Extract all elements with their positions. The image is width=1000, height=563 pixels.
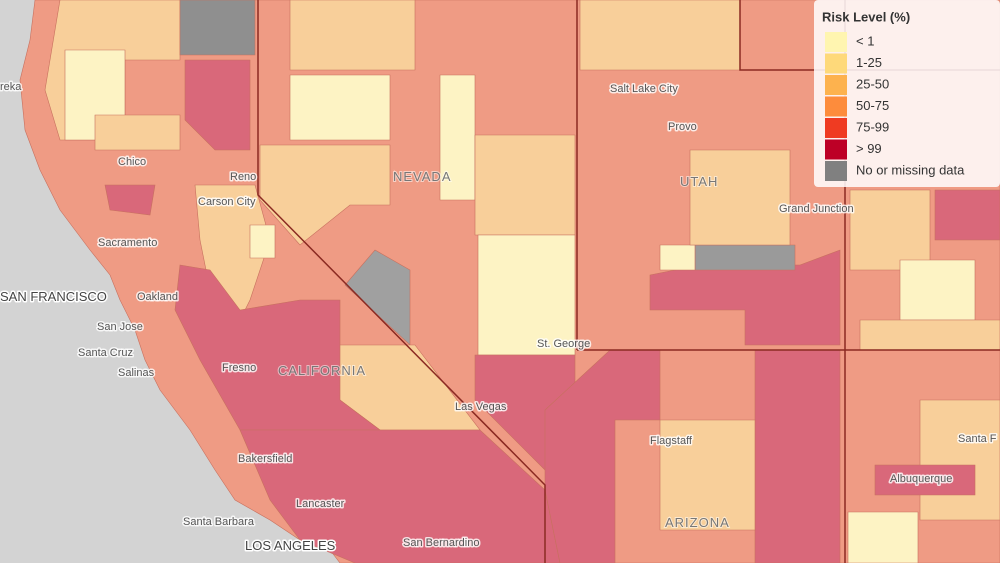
legend-label: > 99: [856, 141, 882, 156]
county: [289, 74, 391, 141]
place-label: Las Vegas: [455, 401, 507, 413]
county: [344, 249, 411, 346]
place-label: Reno: [230, 171, 256, 183]
state-label: UTAH: [680, 174, 718, 189]
legend-label: 75-99: [856, 119, 889, 134]
place-label: Albuquerque: [890, 473, 952, 485]
place-label: Santa Barbara: [183, 516, 255, 528]
legend-label: 1-25: [856, 55, 882, 70]
county: [847, 511, 919, 563]
state-label: NEVADA: [393, 169, 452, 184]
county: [179, 0, 256, 56]
place-label: San Bernardino: [403, 537, 479, 549]
county: [874, 464, 976, 496]
place-label: Flagstaff: [650, 435, 693, 447]
counties: [19, 0, 1000, 563]
place-label: Santa F: [958, 433, 997, 445]
place-label: Salt Lake City: [610, 83, 678, 95]
place-label: San Jose: [97, 321, 143, 333]
legend-swatch: [825, 118, 847, 138]
legend-label: 25-50: [856, 76, 889, 91]
county: [754, 349, 841, 563]
place-labels: reka Chico Reno Carson City Sacramento S…: [0, 80, 998, 555]
place-label: Bakersfield: [238, 453, 292, 465]
legend-swatch: [825, 75, 847, 95]
place-label: Oakland: [137, 291, 178, 303]
legend-label: < 1: [856, 33, 874, 48]
county: [184, 59, 251, 151]
county: [579, 0, 741, 71]
county: [174, 264, 381, 431]
legend-swatch: [825, 32, 847, 52]
county: [899, 259, 976, 321]
state-label: ARIZONA: [665, 515, 730, 530]
legend-swatch: [825, 96, 847, 117]
county: [474, 134, 576, 236]
county: [859, 319, 1000, 351]
place-label: LOS ANGELES: [245, 538, 336, 553]
county: [659, 244, 696, 271]
county: [919, 399, 1000, 521]
place-label: Carson City: [198, 196, 256, 208]
place-label: Salinas: [118, 367, 155, 379]
place-label: Grand Junction: [779, 203, 854, 215]
county: [94, 114, 181, 151]
place-label: Provo: [668, 121, 697, 133]
county: [239, 429, 561, 563]
legend-swatch: [825, 161, 847, 181]
legend-title: Risk Level (%): [822, 9, 910, 24]
legend-label: 50-75: [856, 98, 889, 113]
place-label: Fresno: [222, 362, 256, 374]
legend-swatch: [825, 53, 847, 74]
legend-swatch: [825, 139, 847, 160]
legend: Risk Level (%) < 1 1-25 25-50 50-75 75-99 > 9…: [814, 0, 1000, 187]
state-borders: [257, 0, 1000, 563]
state-label: CALIFORNIA: [278, 363, 366, 378]
county: [249, 224, 276, 259]
place-label: Chico: [118, 156, 146, 168]
legend-label: No or missing data: [856, 162, 965, 177]
county: [694, 244, 796, 271]
county: [934, 189, 1000, 241]
county: [104, 184, 156, 216]
county: [289, 0, 416, 71]
place-label: Lancaster: [296, 498, 345, 510]
county: [689, 149, 791, 246]
county: [849, 189, 931, 271]
place-label: Santa Cruz: [78, 347, 133, 359]
county: [259, 144, 391, 246]
legend-box: [814, 0, 1000, 187]
state-border: [257, 0, 546, 563]
county: [659, 419, 756, 531]
place-label: Sacramento: [98, 237, 157, 249]
county: [477, 234, 576, 356]
place-label: SAN FRANCISCO: [0, 289, 107, 304]
place-label: St. George: [537, 338, 590, 350]
place-label: reka: [0, 81, 22, 93]
